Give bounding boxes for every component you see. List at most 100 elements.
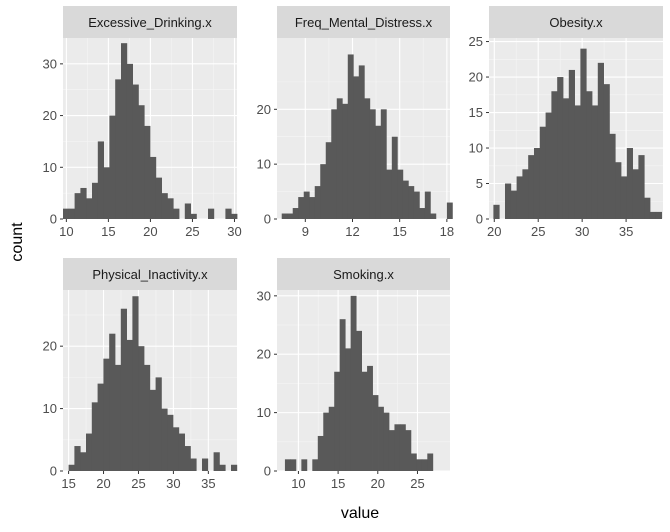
histogram-bar — [97, 383, 104, 471]
histogram-bar — [367, 365, 373, 471]
histogram-bar — [347, 54, 354, 219]
histogram-bar — [143, 364, 151, 471]
histogram-bar — [408, 186, 415, 219]
histogram-bar — [309, 197, 316, 219]
histogram-bar — [580, 48, 587, 219]
histogram-bar — [562, 98, 570, 219]
histogram-bar — [413, 191, 420, 219]
histogram-bar — [427, 453, 434, 471]
histogram-bar — [331, 109, 338, 219]
histogram-bar — [597, 62, 604, 219]
histogram-bar — [68, 464, 75, 471]
x-tick-label: 20 — [143, 224, 157, 239]
histogram-bar — [121, 43, 128, 219]
histogram-bar — [219, 464, 226, 471]
histogram-bar — [225, 208, 232, 219]
histogram-bar — [528, 155, 535, 219]
histogram-bar — [383, 412, 390, 471]
histogram-bar — [167, 198, 174, 219]
histogram-bar — [312, 459, 319, 471]
histogram-bar — [144, 125, 151, 219]
x-tick-label: 15 — [331, 476, 345, 491]
histogram-bar — [410, 453, 417, 471]
y-tick-label: 0 — [264, 212, 271, 227]
x-tick-label: 20 — [487, 224, 501, 239]
histogram-bar — [591, 105, 599, 219]
y-axis-title: count — [9, 222, 26, 262]
histogram-bar — [231, 213, 238, 219]
histogram-bar — [126, 339, 133, 471]
histogram-bar — [345, 348, 352, 471]
histogram-bar — [391, 136, 398, 219]
histogram-bar — [150, 156, 157, 219]
y-tick-label: 0 — [50, 464, 57, 479]
x-tick-label: 35 — [201, 476, 215, 491]
histogram-bar — [356, 330, 362, 471]
histogram-bar — [493, 204, 500, 219]
y-tick-label: 15 — [469, 105, 483, 120]
facet-strip — [277, 6, 450, 38]
y-tick-label: 25 — [469, 34, 483, 49]
histogram-bar — [620, 176, 628, 219]
histogram-bar — [167, 414, 174, 471]
histogram-bar — [114, 364, 122, 471]
histogram-bar — [298, 197, 305, 219]
y-tick-label: 20 — [43, 108, 57, 123]
histogram-bar — [510, 190, 517, 219]
histogram-bar — [334, 371, 341, 471]
histogram-bar — [132, 84, 139, 220]
histogram-bar — [149, 389, 156, 471]
histogram-bar — [109, 333, 116, 471]
histogram-bar — [430, 213, 437, 219]
histogram-bar — [138, 105, 145, 219]
histogram-bar — [161, 408, 168, 471]
y-tick-label: 10 — [43, 160, 57, 175]
histogram-bar — [632, 169, 639, 219]
histogram-bar — [284, 459, 291, 471]
y-tick-label: 10 — [257, 405, 271, 420]
histogram-bar — [292, 208, 299, 219]
histogram-bar — [201, 458, 209, 471]
histogram-bar — [557, 77, 564, 219]
x-tick-label: 25 — [131, 476, 145, 491]
histogram-bar — [336, 98, 343, 219]
x-tick-label: 25 — [410, 476, 424, 491]
histogram-bar — [539, 126, 546, 219]
histogram-bar — [126, 63, 133, 219]
histogram-bar — [364, 98, 371, 219]
histogram-bar — [92, 182, 99, 219]
histogram-bar — [361, 371, 368, 471]
histogram-bar — [80, 452, 87, 471]
histogram-bar — [301, 459, 308, 471]
histogram-bar — [339, 319, 346, 471]
histogram-bar — [603, 84, 610, 219]
facet-panel-5: Smoking.x 0 10 20 30 10 15 20 25 — [257, 258, 450, 491]
histogram-bar — [303, 191, 310, 219]
x-tick-label: 30 — [575, 224, 589, 239]
y-tick-label: 0 — [476, 212, 483, 227]
histogram-bar — [115, 79, 122, 219]
histogram-bar — [103, 358, 110, 471]
histogram-bar — [369, 109, 376, 219]
facet-panel-4: Physical_Inactivity.x 0 10 20 15 20 25 30 35 — [43, 258, 238, 491]
histogram-bar — [644, 197, 651, 219]
histogram-bar — [446, 202, 453, 219]
facet-strip-label: Obesity.x — [549, 15, 603, 30]
histogram-bar — [551, 91, 558, 219]
y-tick-label: 10 — [257, 157, 271, 172]
histogram-bar — [86, 198, 93, 219]
histogram-bar — [317, 435, 324, 471]
x-tick-label: 15 — [101, 224, 115, 239]
x-axis-title: value — [341, 505, 379, 522]
histogram-bar — [545, 112, 552, 219]
histogram-bar — [184, 446, 191, 471]
histogram-bar — [132, 296, 139, 471]
histogram-bar — [402, 180, 409, 219]
facet-strip — [63, 258, 237, 290]
histogram-bar — [184, 203, 191, 219]
x-tick-label: 15 — [392, 224, 406, 239]
histogram-bar — [522, 169, 529, 219]
histogram-bar — [380, 109, 387, 219]
x-tick-label: 12 — [345, 224, 359, 239]
